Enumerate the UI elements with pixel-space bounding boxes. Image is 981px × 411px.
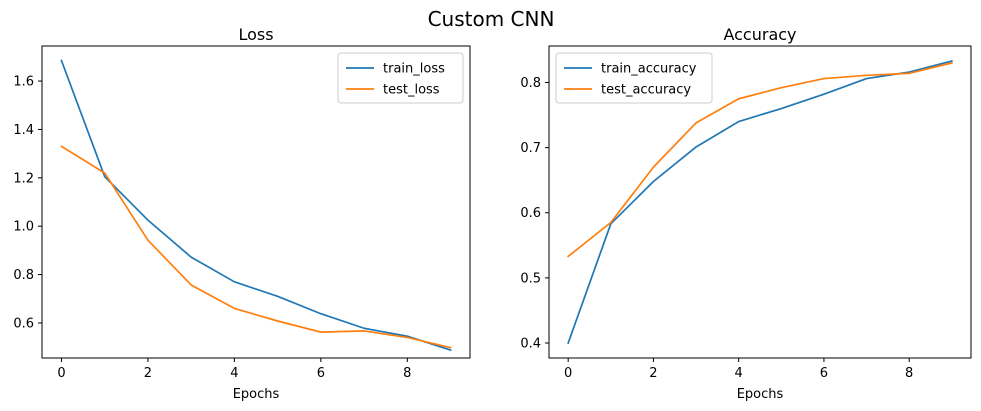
accuracy-plot-frame bbox=[548, 45, 972, 359]
loss-x-tick-label: 2 bbox=[144, 366, 152, 381]
accuracy-x-tick-label: 4 bbox=[735, 366, 743, 381]
loss-x-tick-label: 0 bbox=[57, 366, 65, 381]
loss-legend-box bbox=[337, 52, 464, 104]
loss-legend-label: train_loss bbox=[383, 62, 445, 77]
accuracy-legend-label: train_accuracy bbox=[601, 62, 697, 77]
accuracy-y-tick-label: 0.8 bbox=[520, 76, 541, 91]
loss-series-train-loss-line bbox=[60, 59, 452, 352]
loss-chart: Loss 0 2 4 6 8 0.6 0.8 1.0 1.2 1.4 1.6 Epochs train_l… bbox=[13, 25, 471, 402]
accuracy-series-train-accuracy-line bbox=[567, 59, 953, 345]
loss-x-tick-label: 4 bbox=[230, 366, 238, 381]
loss-y-tick-label: 0.8 bbox=[13, 268, 34, 283]
loss-legend-label: test_loss bbox=[383, 83, 440, 98]
accuracy-x-axis-label: Epochs bbox=[737, 387, 784, 402]
loss-x-tick-label: 8 bbox=[403, 366, 411, 381]
loss-plot-frame bbox=[41, 45, 471, 359]
accuracy-x-tick-label: 0 bbox=[564, 366, 572, 381]
accuracy-series-test-accuracy-line bbox=[566, 61, 953, 258]
loss-x-tick-label: 6 bbox=[317, 366, 325, 381]
accuracy-chart: Accuracy 0 2 4 6 8 0.4 0.5 0.6 0.7 0.8 Epochs train_… bbox=[520, 25, 972, 402]
accuracy-x-tick-label: 8 bbox=[905, 366, 913, 381]
loss-series-test-loss-line bbox=[60, 145, 452, 349]
accuracy-legend-label: test_accuracy bbox=[601, 83, 691, 98]
accuracy-legend: train_accuracy test_accuracy bbox=[555, 52, 713, 104]
accuracy-x-tick-label: 2 bbox=[649, 366, 657, 381]
loss-y-tick-label: 1.4 bbox=[13, 123, 34, 138]
loss-y-tick-label: 1.0 bbox=[13, 220, 34, 235]
accuracy-y-tick-label: 0.4 bbox=[520, 337, 541, 352]
figure-title: Custom CNN bbox=[428, 7, 555, 31]
loss-x-axis-label: Epochs bbox=[233, 387, 280, 402]
accuracy-x-tick-label: 6 bbox=[820, 366, 828, 381]
accuracy-y-tick-label: 0.6 bbox=[520, 206, 541, 221]
accuracy-legend-box bbox=[555, 52, 713, 104]
accuracy-y-tick-label: 0.5 bbox=[520, 271, 541, 286]
loss-y-tick-label: 1.6 bbox=[13, 75, 34, 90]
accuracy-title: Accuracy bbox=[723, 25, 796, 44]
accuracy-y-tick-label: 0.7 bbox=[520, 141, 541, 156]
loss-y-tick-label: 0.6 bbox=[13, 316, 34, 331]
loss-legend: train_loss test_loss bbox=[337, 52, 464, 104]
loss-y-tick-label: 1.2 bbox=[13, 171, 34, 186]
loss-title: Loss bbox=[238, 25, 273, 44]
